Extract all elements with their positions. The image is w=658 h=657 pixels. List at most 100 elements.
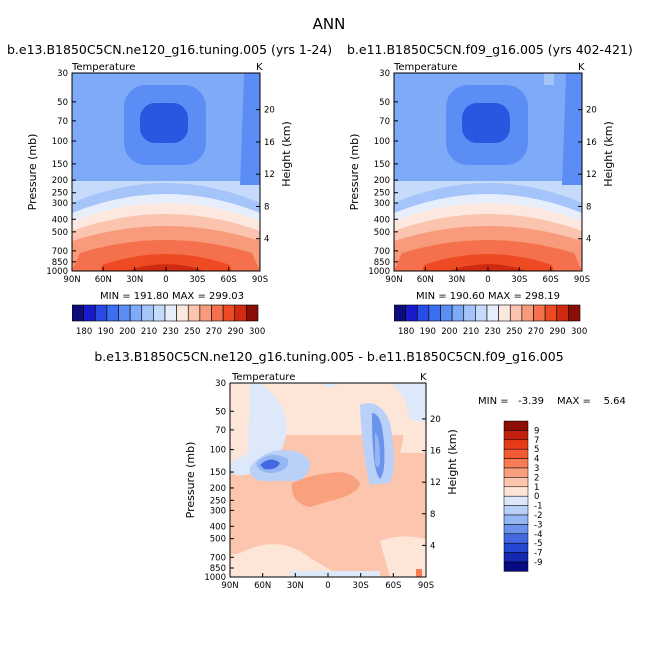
y-axis-label: Pressure (mb) (26, 134, 39, 211)
colorbar-swatch (521, 304, 534, 322)
colorbar-swatch (503, 542, 529, 553)
y-tick-label: 30 (215, 379, 226, 389)
y-tick-label: 50 (215, 407, 226, 417)
colorbar-labels: 180 190 200 210 230 250 270 290 300 (398, 327, 587, 337)
colorbar-label: 9 (534, 426, 539, 436)
x-tick-label: 90N (385, 275, 402, 285)
y-tick-label: 300 (52, 199, 68, 209)
colorbar-label: -1 (534, 502, 542, 512)
x-tick-label: 90S (418, 581, 434, 591)
y-tick-label: 250 (210, 496, 226, 506)
diff-stats-min: MIN = -3.39 (478, 396, 545, 407)
y-tick-label: 700 (374, 247, 390, 257)
y-tick-label: 250 (52, 189, 68, 199)
y2-tick-label: 16 (430, 447, 441, 457)
x-tick-label: 0 (163, 275, 168, 285)
colorbar-swatch (440, 304, 453, 322)
x-tick-label: 90N (221, 581, 238, 591)
colorbar-swatch (503, 448, 529, 459)
y-tick-label: 300 (374, 199, 390, 209)
y2-tick-label: 16 (264, 138, 275, 148)
diff-stats-max: MAX = 5.64 (557, 396, 626, 407)
y2-tick-label: 20 (264, 106, 275, 116)
y-tick-label: 500 (374, 228, 390, 238)
y2-tick-label: 20 (586, 106, 597, 116)
y-tick-label: 250 (374, 189, 390, 199)
colorbar-swatch (246, 304, 259, 322)
colorbar-swatch (503, 561, 529, 572)
colorbar-swatch (503, 420, 529, 431)
x-tick-label: 30N (448, 275, 465, 285)
y2-tick-label: 4 (264, 235, 269, 245)
y2-axis-label: Height (km) (602, 121, 615, 187)
panel-model-a: b.e13.B1850C5CN.ne120_g16.tuning.005 (yr… (0, 40, 333, 340)
y2-tick-label: 8 (586, 202, 591, 212)
diff-contour-plot: Temperature K 30507010015020025030040050… (184, 372, 459, 591)
y-tick-label: 150 (210, 468, 226, 478)
colorbar-abs-2: 180 190 200 210 230 250 270 290 300 (394, 304, 587, 337)
y-tick-label: 100 (374, 137, 390, 147)
colorbar-label: -2 (534, 511, 542, 521)
colorbar-swatch (544, 304, 558, 322)
y-tick-label: 30 (379, 69, 390, 79)
units-label: K (578, 62, 585, 73)
y2-tick-label: 20 (430, 415, 441, 425)
colorbar-swatch (503, 439, 529, 450)
x-tick-label: 30S (511, 275, 527, 285)
colorbar-swatch (503, 430, 529, 441)
y-tick-label: 1000 (368, 267, 390, 277)
y-tick-label: 700 (52, 247, 68, 257)
y2-tick-label: 16 (586, 138, 597, 148)
y-tick-label: 100 (210, 446, 226, 456)
y-tick-label: 50 (379, 98, 390, 108)
y2-tick-label: 8 (264, 202, 269, 212)
y-tick-label: 150 (52, 160, 68, 170)
colorbar-swatch (556, 304, 569, 322)
colorbar-swatch (503, 533, 529, 544)
colorbar-swatch (498, 304, 511, 322)
x-tick-label: 30S (189, 275, 205, 285)
colorbar-swatch (187, 304, 201, 322)
colorbar-swatch (475, 304, 488, 322)
colorbar-swatch (503, 477, 529, 488)
y-tick-label: 300 (210, 506, 226, 516)
y-tick-label: 850 (210, 564, 226, 574)
plot-body: Temperature K (71, 62, 263, 272)
colorbar-swatch (222, 304, 236, 322)
y-axis-label: Pressure (mb) (348, 134, 361, 211)
y-tick-label: 500 (52, 228, 68, 238)
colorbar-swatch (503, 514, 529, 525)
panel-title: b.e13.B1850C5CN.ne120_g16.tuning.005 (yr… (7, 42, 333, 57)
colorbar-swatch (503, 486, 529, 497)
colorbar-swatch (129, 304, 143, 322)
y2-tick-label: 8 (430, 510, 435, 520)
y2-axis-label: Height (km) (280, 121, 293, 187)
y-tick-label: 850 (52, 258, 68, 268)
y2-tick-label: 4 (430, 541, 435, 551)
panel-title: b.e11.B1850C5CN.f09_g16.005 (yrs 402-421… (347, 42, 633, 57)
y-tick-label: 400 (374, 215, 390, 225)
y2-axis-label: Height (km) (446, 429, 459, 495)
colorbar-label: 0 (534, 492, 539, 502)
y-tick-label: 1000 (46, 267, 68, 277)
y-tick-label: 70 (215, 426, 226, 436)
y-tick-label: 70 (57, 117, 68, 127)
colorbar-swatch (234, 304, 247, 322)
colorbar-swatch (428, 304, 441, 322)
colorbar-swatch (83, 304, 96, 322)
colorbar-labels: 180 190 200 210 230 250 270 290 300 (76, 327, 265, 337)
field-label: Temperature (71, 62, 135, 73)
y-tick-label: 200 (210, 484, 226, 494)
x-tick-label: 30N (287, 581, 304, 591)
y-axis-label: Pressure (mb) (184, 442, 197, 519)
colorbar-label: 5 (534, 445, 539, 455)
colorbar-label: 7 (534, 436, 539, 446)
colorbar-label: -9 (534, 558, 542, 568)
x-tick-label: 60N (254, 581, 271, 591)
x-tick-label: 60N (417, 275, 434, 285)
units-label: K (420, 372, 427, 383)
y-tick-label: 150 (374, 160, 390, 170)
colorbar-swatch (533, 304, 546, 322)
x-tick-label: 30N (126, 275, 143, 285)
y-tick-label: 50 (57, 98, 68, 108)
